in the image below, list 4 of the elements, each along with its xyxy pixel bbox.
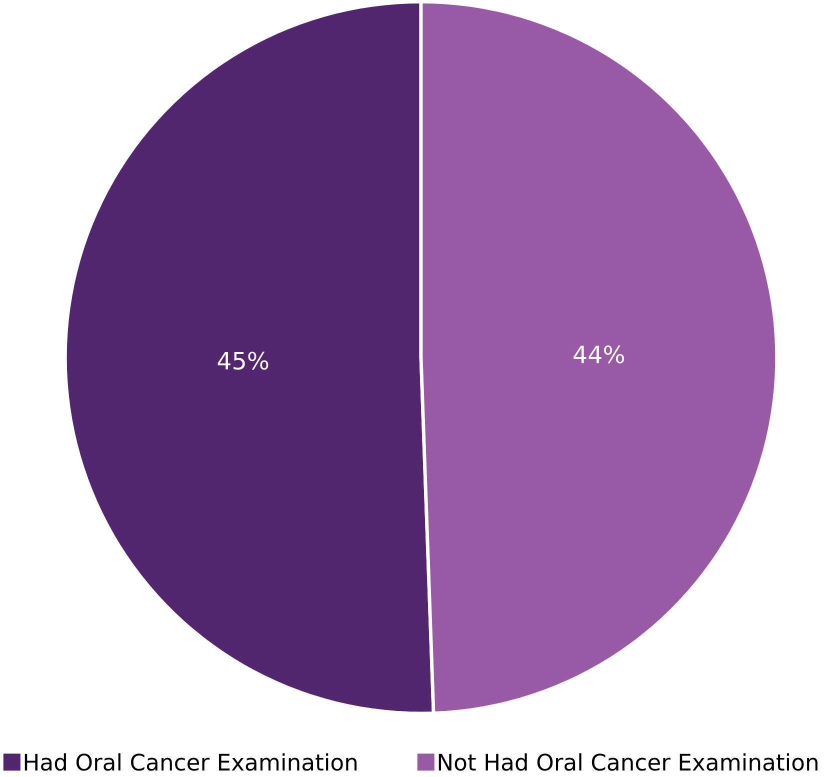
data-label: 44% [574,346,624,364]
legend-label: Had Oral Cancer Examination [24,753,357,771]
legend-label: Not Had Oral Cancer Examination [438,753,818,771]
data-label: 45% [218,352,268,370]
